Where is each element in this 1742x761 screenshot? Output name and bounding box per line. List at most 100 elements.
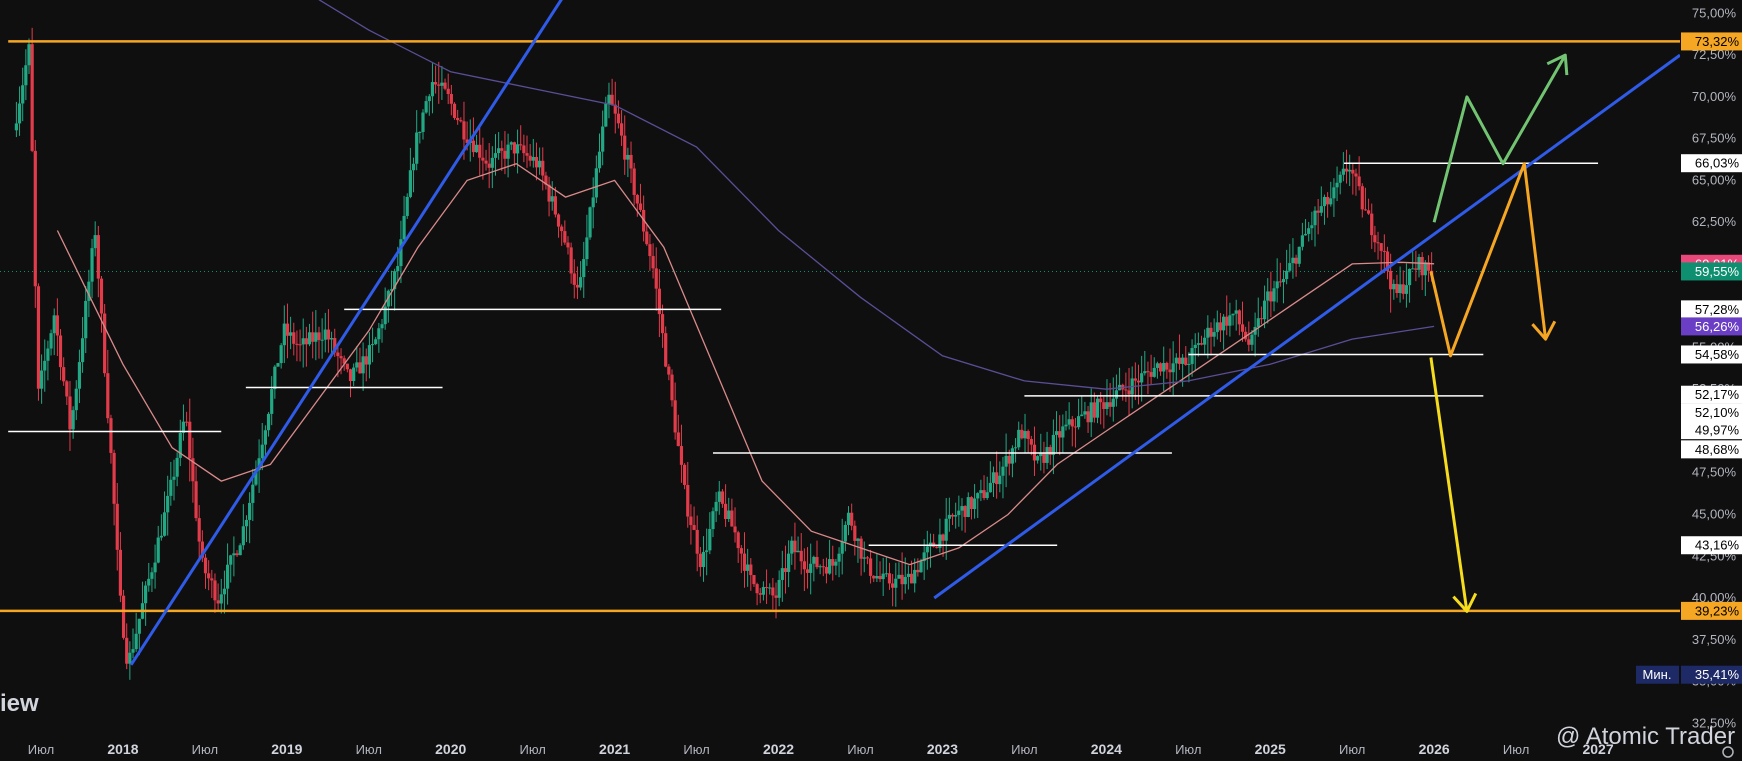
candle-body [364, 356, 368, 365]
candle-body [960, 506, 964, 511]
candle-body [191, 458, 195, 482]
candle-body [569, 247, 573, 274]
candle-body [1423, 262, 1427, 276]
candle-body [761, 587, 766, 595]
candle-body [1105, 402, 1109, 409]
candle-body [900, 574, 904, 585]
candle-body [1256, 318, 1260, 327]
candle-body [1411, 268, 1415, 270]
candle-body [1344, 168, 1349, 172]
candle-body [1307, 228, 1311, 234]
candle-body [594, 168, 598, 198]
candle-body [578, 277, 583, 288]
candle-body [1149, 372, 1153, 377]
candle-body [427, 96, 431, 102]
candle-body [1300, 235, 1304, 247]
candle-body [1291, 257, 1295, 264]
watermark-text: @ Atomic Trader [1556, 723, 1735, 750]
x-tick-label: 2018 [107, 741, 138, 757]
candle-body [295, 343, 299, 345]
candle-body [805, 569, 810, 573]
candle-body [1089, 402, 1093, 423]
price-label-text: 39,23% [1695, 603, 1740, 618]
candle-body [777, 579, 781, 598]
candle-body [1067, 419, 1071, 425]
candle-body [1278, 281, 1282, 283]
candle-body [730, 510, 734, 527]
candle-body [1054, 431, 1059, 435]
candle-body [150, 572, 154, 579]
candle-body [374, 339, 378, 345]
candle-body [90, 248, 94, 282]
candle-body [1193, 344, 1197, 349]
candle-body [553, 196, 557, 215]
candle-body [591, 197, 595, 208]
x-tick-label: 2026 [1419, 741, 1450, 757]
candle-body [355, 362, 359, 368]
candle-body [106, 373, 110, 419]
candle-body [169, 479, 173, 496]
candle-body [872, 575, 876, 579]
candle-body [213, 580, 217, 601]
candle-body [490, 157, 494, 168]
candle-body [1250, 334, 1254, 345]
candle-body [1341, 168, 1345, 175]
price-label-box [1681, 385, 1742, 404]
candle-body [1026, 431, 1030, 439]
candle-body [333, 338, 337, 353]
candle-body [166, 495, 170, 513]
candle-body [834, 561, 838, 566]
candle-body [846, 512, 851, 525]
price-label-text: 48,68% [1695, 442, 1740, 457]
x-tick-label: 2024 [1091, 741, 1122, 757]
candle-body [815, 556, 819, 568]
candle-body [1181, 357, 1185, 364]
candle-body [862, 557, 866, 559]
candle-body [99, 278, 104, 314]
candle-body [1363, 209, 1368, 211]
settings-icon[interactable] [1722, 746, 1734, 758]
candle-body [1209, 327, 1213, 337]
candle-body [1077, 416, 1081, 428]
price-label-box [1681, 440, 1742, 459]
candle-body [701, 551, 706, 568]
candle-body [1171, 363, 1175, 373]
trendlines [129, 0, 1681, 666]
candle-body [821, 566, 825, 568]
candle-body [446, 88, 450, 95]
candle-body [1174, 357, 1178, 364]
candle-body [749, 564, 753, 576]
x-tick-label: 2019 [271, 741, 302, 757]
candle-body [837, 553, 841, 562]
candle-body [541, 160, 545, 176]
candle-body [1092, 402, 1096, 418]
y-tick-label: 72,50% [1692, 47, 1737, 62]
candle-body [282, 323, 286, 346]
x-tick-label: Июл [1175, 742, 1201, 757]
candle-body [843, 524, 847, 542]
candle-body [317, 332, 321, 340]
candle-body [323, 329, 327, 340]
candle-body [783, 568, 788, 572]
candle-body [619, 123, 624, 136]
candle-body [399, 239, 403, 267]
moving-averages [56, 0, 1435, 566]
candle-body [46, 348, 50, 361]
candle-body [1225, 316, 1229, 326]
price-label-box [1681, 32, 1742, 51]
candle-body [1080, 414, 1084, 417]
candle-body [538, 160, 542, 168]
candle-body [525, 153, 529, 156]
candle-body [437, 84, 441, 86]
candle-body [850, 512, 854, 526]
candle-body [755, 584, 759, 594]
candle-body [1218, 322, 1223, 331]
y-tick-label: 62,50% [1692, 214, 1737, 229]
candle-body [301, 338, 305, 345]
candle-body [352, 367, 356, 382]
price-label-text: 66,03% [1695, 156, 1740, 171]
trendline [933, 53, 1681, 600]
min-badge-box [1636, 665, 1679, 684]
x-tick-label: 2027 [1582, 741, 1613, 757]
